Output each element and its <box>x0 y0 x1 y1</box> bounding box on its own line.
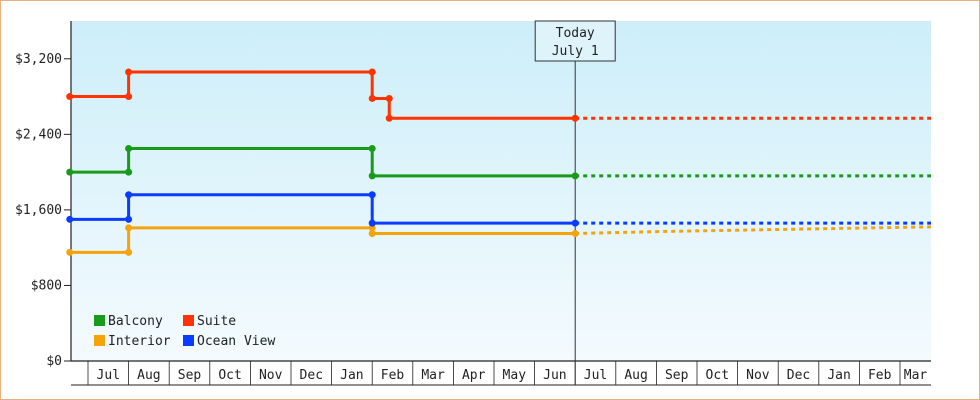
series-forecast-interior <box>575 225 932 235</box>
x-tick-label: Feb <box>868 368 892 383</box>
y-tick-label: $0 <box>46 354 62 369</box>
series-point-balcony <box>125 145 133 152</box>
x-tick-label: Mar <box>421 368 445 383</box>
today-label-line2: July 1 <box>552 44 599 59</box>
series-point-interior <box>125 224 133 232</box>
series-point-ocean-view <box>125 191 133 199</box>
x-tick-label: Jul <box>584 368 607 383</box>
x-tick-label: Jan <box>827 368 850 383</box>
series-point-balcony <box>125 168 133 176</box>
x-tick-label: Nov <box>746 368 770 383</box>
legend-label-interior: Interior <box>108 334 171 349</box>
series-point-balcony <box>571 172 579 180</box>
series-balcony <box>66 145 931 180</box>
series-point-ocean-view <box>368 219 376 227</box>
axes: $0 $800 $1,600 $2,400 $3,200 Jul Aug Sep Oct Nov D… <box>15 21 931 386</box>
x-tick-label: May <box>503 368 527 383</box>
x-tick-label: Mar <box>904 368 928 383</box>
series-point-interior <box>66 248 74 256</box>
series-point-suite <box>125 93 133 101</box>
series-point-interior <box>368 230 376 237</box>
series-point-suite <box>571 114 579 122</box>
x-tick-label: Jul <box>97 368 120 383</box>
legend-label-balcony: Balcony <box>108 314 163 329</box>
x-tick-label: Sep <box>178 368 202 383</box>
series-point-interior <box>571 230 579 237</box>
series-point-suite <box>368 68 376 76</box>
x-tick-label: Feb <box>381 368 405 383</box>
series-point-suite <box>66 93 74 101</box>
series-line-suite <box>68 70 577 120</box>
series-point-balcony <box>66 168 74 176</box>
series-point-ocean-view <box>125 215 133 223</box>
series-point-suite <box>385 114 393 122</box>
today-marker: Today July 1 <box>534 20 616 385</box>
y-tick-label: $3,200 <box>15 52 62 67</box>
series-point-ocean-view <box>368 191 376 199</box>
x-tick-label: Dec <box>300 368 323 383</box>
series-point-ocean-view <box>66 215 74 223</box>
x-tick-label: Jun <box>543 368 566 383</box>
x-tick-label: Jan <box>340 368 363 383</box>
today-label-line1: Today <box>556 26 595 41</box>
x-tick-label: Oct <box>706 368 729 383</box>
series-point-ocean-view <box>571 219 579 227</box>
series-point-suite <box>125 68 133 76</box>
series-layer <box>66 68 932 256</box>
x-tick-label: Dec <box>787 368 810 383</box>
y-tick-label: $800 <box>31 278 62 293</box>
legend-swatch-interior <box>94 335 105 346</box>
series-point-balcony <box>368 172 376 180</box>
x-tick-label: Aug <box>624 368 647 383</box>
y-tick-label: $1,600 <box>15 203 62 218</box>
x-tick-label: Apr <box>462 368 486 383</box>
legend-label-suite: Suite <box>197 314 236 329</box>
series-ocean-view <box>66 191 931 227</box>
legend-swatch-suite <box>183 315 194 326</box>
legend-swatch-balcony <box>94 315 105 326</box>
x-tick-label: Nov <box>259 368 283 383</box>
x-tick-label: Oct <box>218 368 241 383</box>
y-tick-label: $2,400 <box>15 127 62 142</box>
x-tick-label: Sep <box>665 368 689 383</box>
series-point-balcony <box>368 145 376 152</box>
legend-label-ocean-view: Ocean View <box>197 334 275 349</box>
legend-swatch-ocean-view <box>183 335 194 346</box>
x-tick-label: Aug <box>137 368 160 383</box>
legend: Balcony Suite Interior Ocean View <box>94 314 275 349</box>
series-suite <box>66 68 931 122</box>
series-point-suite <box>368 94 376 102</box>
series-point-interior <box>125 248 133 256</box>
plot-background <box>71 21 931 361</box>
series-point-suite <box>385 94 393 102</box>
today-label-box <box>534 20 616 62</box>
